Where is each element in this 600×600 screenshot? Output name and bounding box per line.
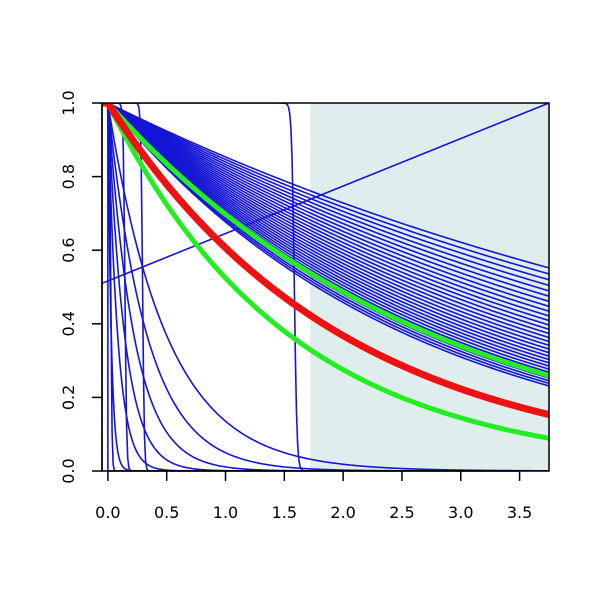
- red-line: [102, 103, 549, 418]
- x-tick-label: 1.0: [213, 503, 238, 522]
- green-lower-line: [102, 103, 549, 441]
- blue-rising-line: [102, 103, 549, 285]
- blue-decay-line-11: [102, 103, 549, 326]
- curve-group: [102, 103, 549, 471]
- x-tick-label: 0.0: [95, 503, 120, 522]
- y-tick-label: 0.2: [59, 385, 78, 410]
- green-upper-line: [102, 103, 549, 378]
- blue-decay-line-12: [102, 103, 549, 331]
- x-axis: 0.0 0.5 1.0 1.5 2.0 2.5 3.0 3.5: [95, 470, 532, 522]
- plot-area: [101, 102, 550, 472]
- y-axis: 0.0 0.2 0.4 0.6 0.8 1.0: [59, 90, 103, 484]
- blue-decay-line-18: [102, 103, 549, 354]
- y-tick-label: 0.4: [59, 311, 78, 336]
- blue-decay-line-4: [102, 103, 549, 292]
- y-tick-label: 0.6: [59, 237, 78, 262]
- x-tick-label: 0.5: [154, 503, 179, 522]
- x-tick-label: 1.5: [272, 503, 297, 522]
- y-tick-label: 0.8: [59, 164, 78, 189]
- blue-decay-line-29: [102, 103, 549, 387]
- x-tick-label: 2.0: [330, 503, 355, 522]
- blue-decay-line-15: [102, 103, 549, 343]
- blue-decay-line-17: [102, 103, 549, 350]
- blue-decay-line-3: [102, 103, 549, 287]
- blue-decay-line-0: [102, 103, 549, 269]
- blue-decay-line-10: [102, 103, 549, 322]
- blue-decay-line-21: [102, 103, 549, 364]
- blue-decay-line-8: [102, 103, 549, 312]
- blue-decay-line-20: [102, 103, 549, 361]
- blue-decay-line-9: [102, 103, 549, 317]
- blue-steep-line-3: [102, 103, 549, 471]
- blue-decay-line-13: [102, 103, 549, 335]
- blue-decay-line-6: [102, 103, 549, 303]
- x-tick-label: 3.0: [448, 503, 473, 522]
- blue-decay-line-14: [102, 103, 549, 339]
- blue-decay-line-19: [102, 103, 549, 357]
- blue-decay-line-16: [102, 103, 549, 347]
- blue-decay-line-2: [102, 103, 549, 281]
- y-tick-label: 0.0: [59, 458, 78, 483]
- blue-decay-line-7: [102, 103, 549, 308]
- blue-decay-line-28: [102, 103, 549, 385]
- blue-decay-line-22: [102, 103, 549, 367]
- y-tick-label: 1.0: [59, 90, 78, 115]
- blue-decay-line-1: [102, 103, 549, 275]
- x-tick-label: 2.5: [389, 503, 414, 522]
- blue-decay-line-5: [102, 103, 549, 297]
- x-tick-label: 3.5: [507, 503, 532, 522]
